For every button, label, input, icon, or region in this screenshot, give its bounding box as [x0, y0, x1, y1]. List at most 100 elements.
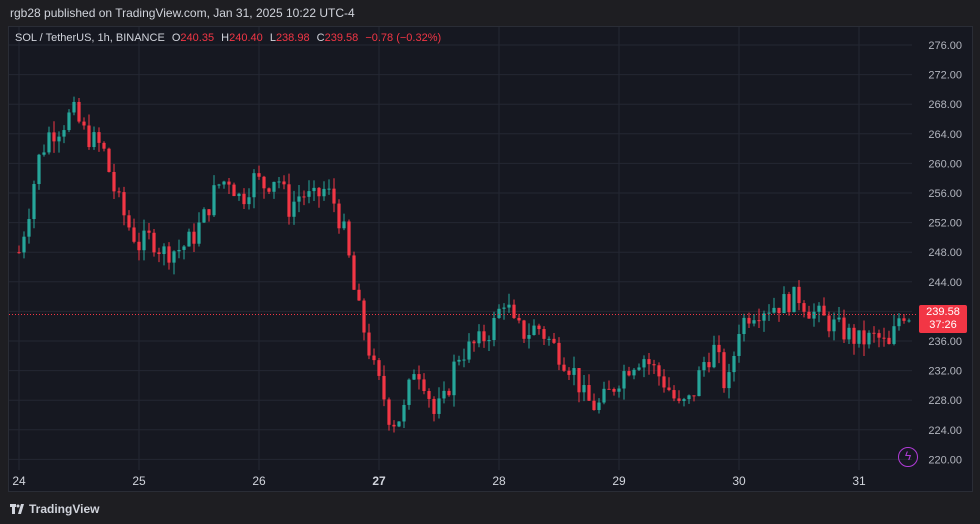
candle-body	[162, 246, 166, 255]
open-label: O	[171, 32, 181, 44]
candle-body	[177, 249, 181, 252]
candle-body	[52, 132, 56, 142]
candle-body	[587, 385, 591, 401]
candle-body	[867, 332, 871, 345]
candle-body	[192, 231, 196, 244]
candle-body	[722, 352, 726, 389]
candle-body	[762, 313, 766, 321]
candle-body	[397, 421, 401, 427]
candle-body	[852, 327, 856, 344]
candle-body	[407, 379, 411, 405]
price-tick-label: 264.00	[928, 129, 962, 141]
candle-body	[577, 368, 581, 393]
candle-body	[512, 304, 516, 318]
candle-body	[727, 372, 731, 389]
candle-body	[32, 184, 36, 220]
candle-body	[232, 184, 236, 197]
candle-body	[357, 289, 361, 301]
change-value: −0.78 (−0.32%)	[365, 32, 442, 44]
candle-body	[767, 312, 771, 314]
candle-body	[302, 196, 306, 198]
candle-body	[747, 317, 751, 324]
last-price-tag: 239.58 37:26	[919, 305, 967, 333]
candle-body	[642, 359, 646, 368]
open-value: 240.35	[180, 32, 215, 44]
candle-body	[802, 303, 806, 312]
lightning-icon[interactable]: ϟ	[898, 447, 918, 467]
candle-body	[887, 337, 891, 344]
candle-body	[477, 331, 481, 344]
candle-body	[832, 319, 836, 332]
candle-body	[342, 221, 346, 229]
candle-body	[107, 148, 111, 172]
candle-body	[27, 219, 31, 237]
low-label: L	[269, 32, 276, 44]
high-label: H	[221, 32, 230, 44]
candle-body	[602, 388, 606, 403]
candle-body	[97, 132, 101, 143]
candle-body	[262, 176, 266, 189]
candle-body	[742, 317, 746, 335]
candle-body	[462, 359, 466, 361]
candle-body	[822, 305, 826, 316]
candle-body	[217, 184, 221, 186]
time-tick-label: 29	[612, 474, 626, 488]
candle-body	[662, 376, 666, 388]
candle-body	[207, 209, 211, 216]
candle-body	[547, 338, 551, 340]
candle-body	[687, 395, 691, 400]
time-axis: 24 25 26 27 28 29 30 31	[12, 474, 866, 488]
symbol-legend: SOL / TetherUS, 1h, BINANCE O240.35 H240…	[15, 32, 441, 44]
candle-body	[792, 286, 796, 313]
candle-body	[632, 369, 636, 376]
candle-body	[287, 184, 291, 217]
candle-body	[537, 325, 541, 330]
candle-body	[412, 374, 416, 380]
candle-body	[552, 338, 556, 343]
price-tick-label: 224.00	[928, 425, 962, 437]
candle-body	[187, 231, 191, 247]
candle-body	[57, 136, 61, 142]
candle-body	[267, 188, 271, 192]
candles	[17, 96, 911, 433]
candle-body	[657, 365, 661, 377]
candle-body	[367, 332, 371, 356]
candle-body	[862, 330, 866, 345]
candle-body	[492, 317, 496, 341]
candle-body	[647, 359, 651, 365]
price-tick-label: 268.00	[928, 99, 962, 111]
candle-body	[137, 241, 141, 251]
candle-body	[457, 359, 461, 362]
candle-body	[827, 315, 831, 332]
candle-body	[347, 221, 351, 256]
candle-body	[622, 371, 626, 389]
candle-body	[542, 329, 546, 339]
candle-body	[897, 318, 901, 327]
candle-body	[117, 191, 121, 193]
candle-body	[857, 330, 861, 344]
candle-body	[172, 251, 176, 263]
candle-body	[102, 142, 106, 149]
candle-body	[487, 340, 491, 342]
candle-body	[277, 181, 281, 183]
low-value: 238.98	[275, 32, 310, 44]
candle-body	[92, 132, 96, 148]
candle-body	[22, 236, 26, 253]
candle-body	[227, 181, 231, 185]
candle-body	[402, 404, 406, 422]
candle-body	[387, 399, 391, 425]
candle-body	[557, 342, 561, 365]
candle-body	[467, 341, 471, 360]
price-tick-label: 228.00	[928, 395, 962, 407]
candle-body	[517, 317, 521, 321]
time-tick-label: 25	[132, 474, 146, 488]
candle-body	[377, 360, 381, 376]
candle-body	[312, 187, 316, 192]
candle-body	[612, 388, 616, 392]
candle-body	[87, 125, 91, 148]
candle-body	[62, 130, 66, 137]
price-tick-label: 232.00	[928, 366, 962, 378]
tradingview-brand[interactable]: TradingView	[10, 502, 99, 516]
candle-body	[292, 201, 296, 217]
